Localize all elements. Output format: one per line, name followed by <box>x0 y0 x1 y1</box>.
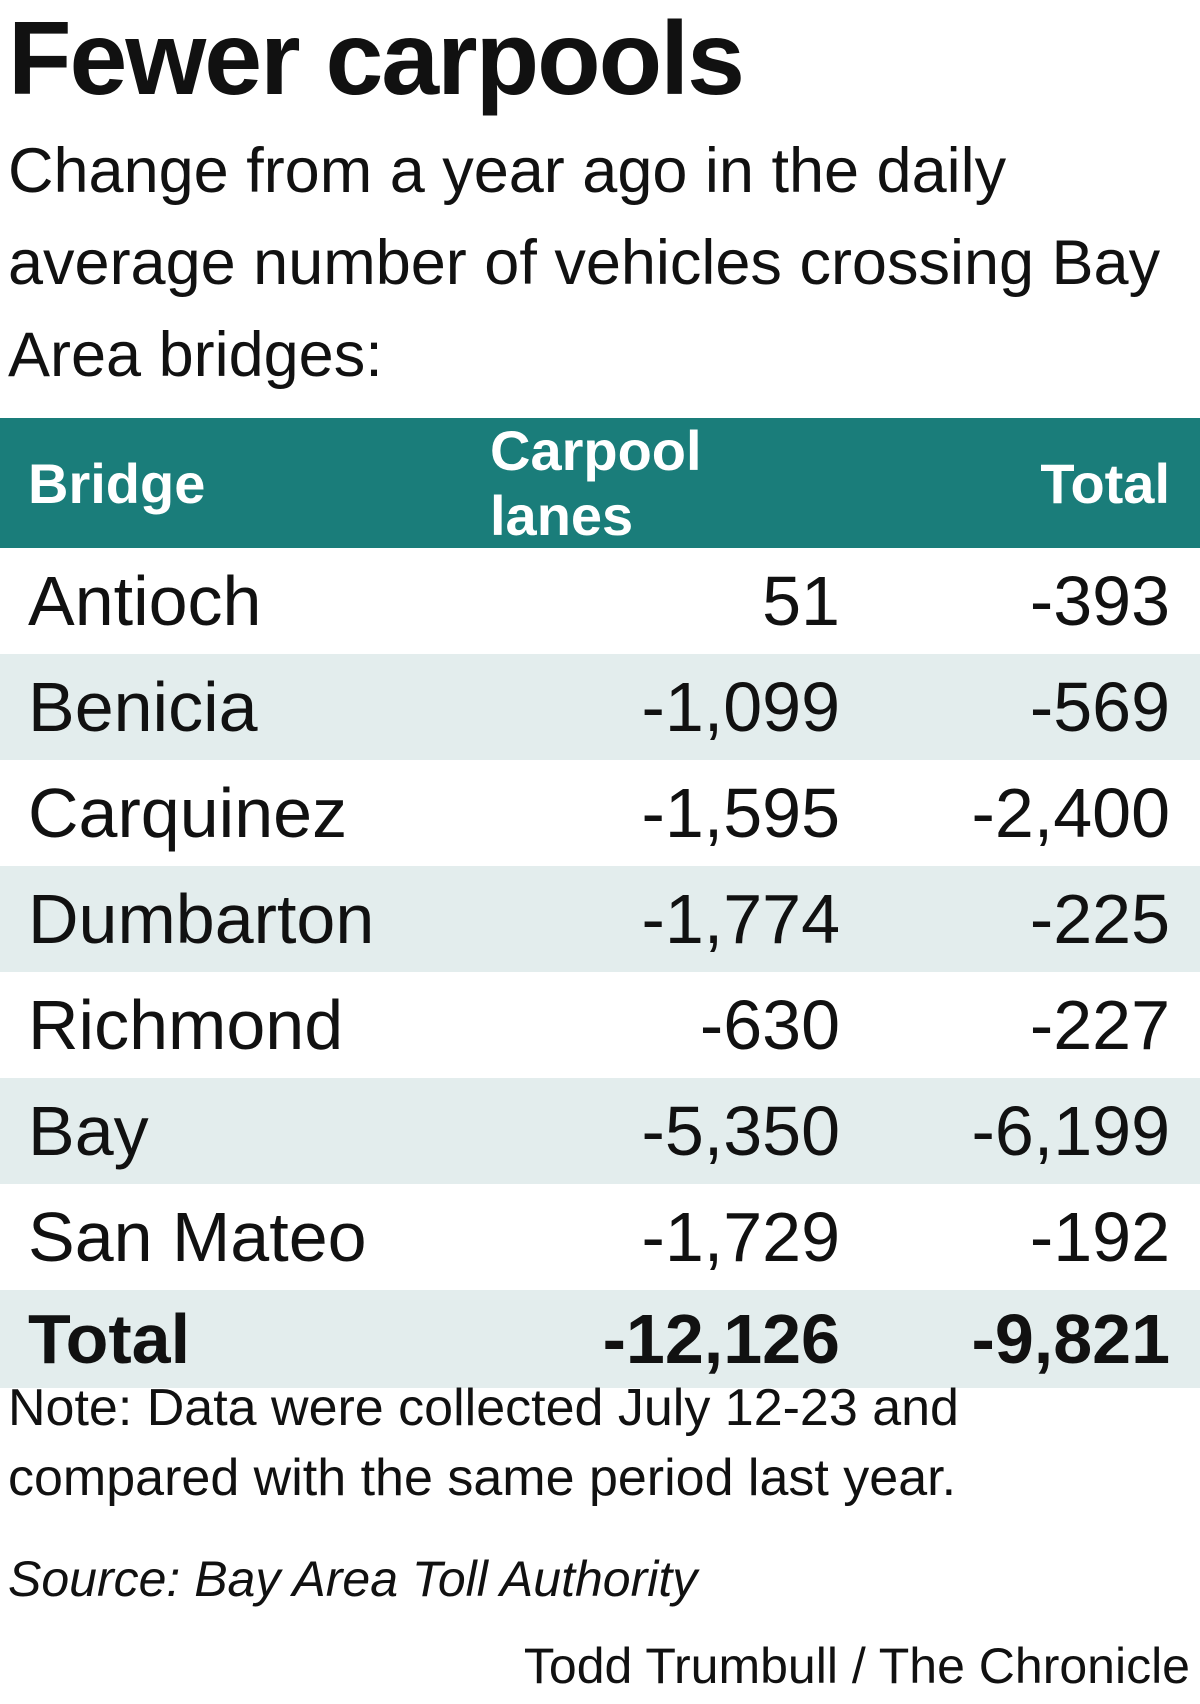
table-header-row: Bridge Carpool lanes Total <box>0 418 1200 548</box>
bridge-name: Antioch <box>28 562 262 640</box>
table-row: Richmond -630 -227 <box>0 972 1200 1078</box>
table-row: Carquinez -1,595 -2,400 <box>0 760 1200 866</box>
total-value: -393 <box>1029 562 1170 640</box>
table-row: Benicia -1,099 -569 <box>0 654 1200 760</box>
chart-title: Fewer carpools <box>8 1 745 117</box>
carpool-lanes-value: -1,729 <box>641 1198 840 1276</box>
carpool-lanes-value: -630 <box>699 986 840 1064</box>
column-header-total: Total <box>1040 451 1170 515</box>
credit-line: Todd Trumbull / The Chronicle <box>523 1638 1190 1694</box>
total-label: Total <box>28 1300 191 1378</box>
source-line: Source: Bay Area Toll Authority <box>8 1551 698 1607</box>
carpool-lanes-total-value: -12,126 <box>602 1300 840 1378</box>
table-total-row: Total -12,126 -9,821 <box>0 1290 1200 1388</box>
table-row: San Mateo -1,729 -192 <box>0 1184 1200 1290</box>
table-row: Bay -5,350 -6,199 <box>0 1078 1200 1184</box>
bridge-name: Bay <box>28 1092 149 1170</box>
total-value: -227 <box>1029 986 1170 1064</box>
chart-subtitle: Change from a year ago in the daily aver… <box>8 136 1161 390</box>
carpool-lanes-value: -5,350 <box>641 1092 840 1170</box>
total-value: -192 <box>1029 1198 1170 1276</box>
total-value: -225 <box>1029 880 1170 958</box>
bridge-traffic-table: Bridge Carpool lanes Total Antioch 51 -3… <box>0 418 1200 1388</box>
carpool-lanes-value: 51 <box>762 562 840 640</box>
bridge-name: Dumbarton <box>28 880 375 958</box>
carpool-lanes-value: -1,595 <box>641 774 840 852</box>
data-note: Note: Data were collected July 12-23 and… <box>8 1379 959 1507</box>
bridge-name: Carquinez <box>28 774 348 852</box>
column-header-carpool-lanes: Carpool lanes <box>490 419 702 547</box>
carpool-lanes-value: -1,774 <box>641 880 840 958</box>
total-value: -6,199 <box>971 1092 1170 1170</box>
total-value: -569 <box>1029 668 1170 746</box>
bridge-name: Benicia <box>28 668 258 746</box>
bridge-name: Richmond <box>28 986 344 1064</box>
bridge-name: San Mateo <box>28 1198 367 1276</box>
table-row: Antioch 51 -393 <box>0 548 1200 654</box>
total-value: -2,400 <box>971 774 1170 852</box>
table-row: Dumbarton -1,774 -225 <box>0 866 1200 972</box>
column-header-bridge: Bridge <box>28 451 206 515</box>
carpool-lanes-value: -1,099 <box>641 668 840 746</box>
grand-total-value: -9,821 <box>971 1300 1170 1378</box>
